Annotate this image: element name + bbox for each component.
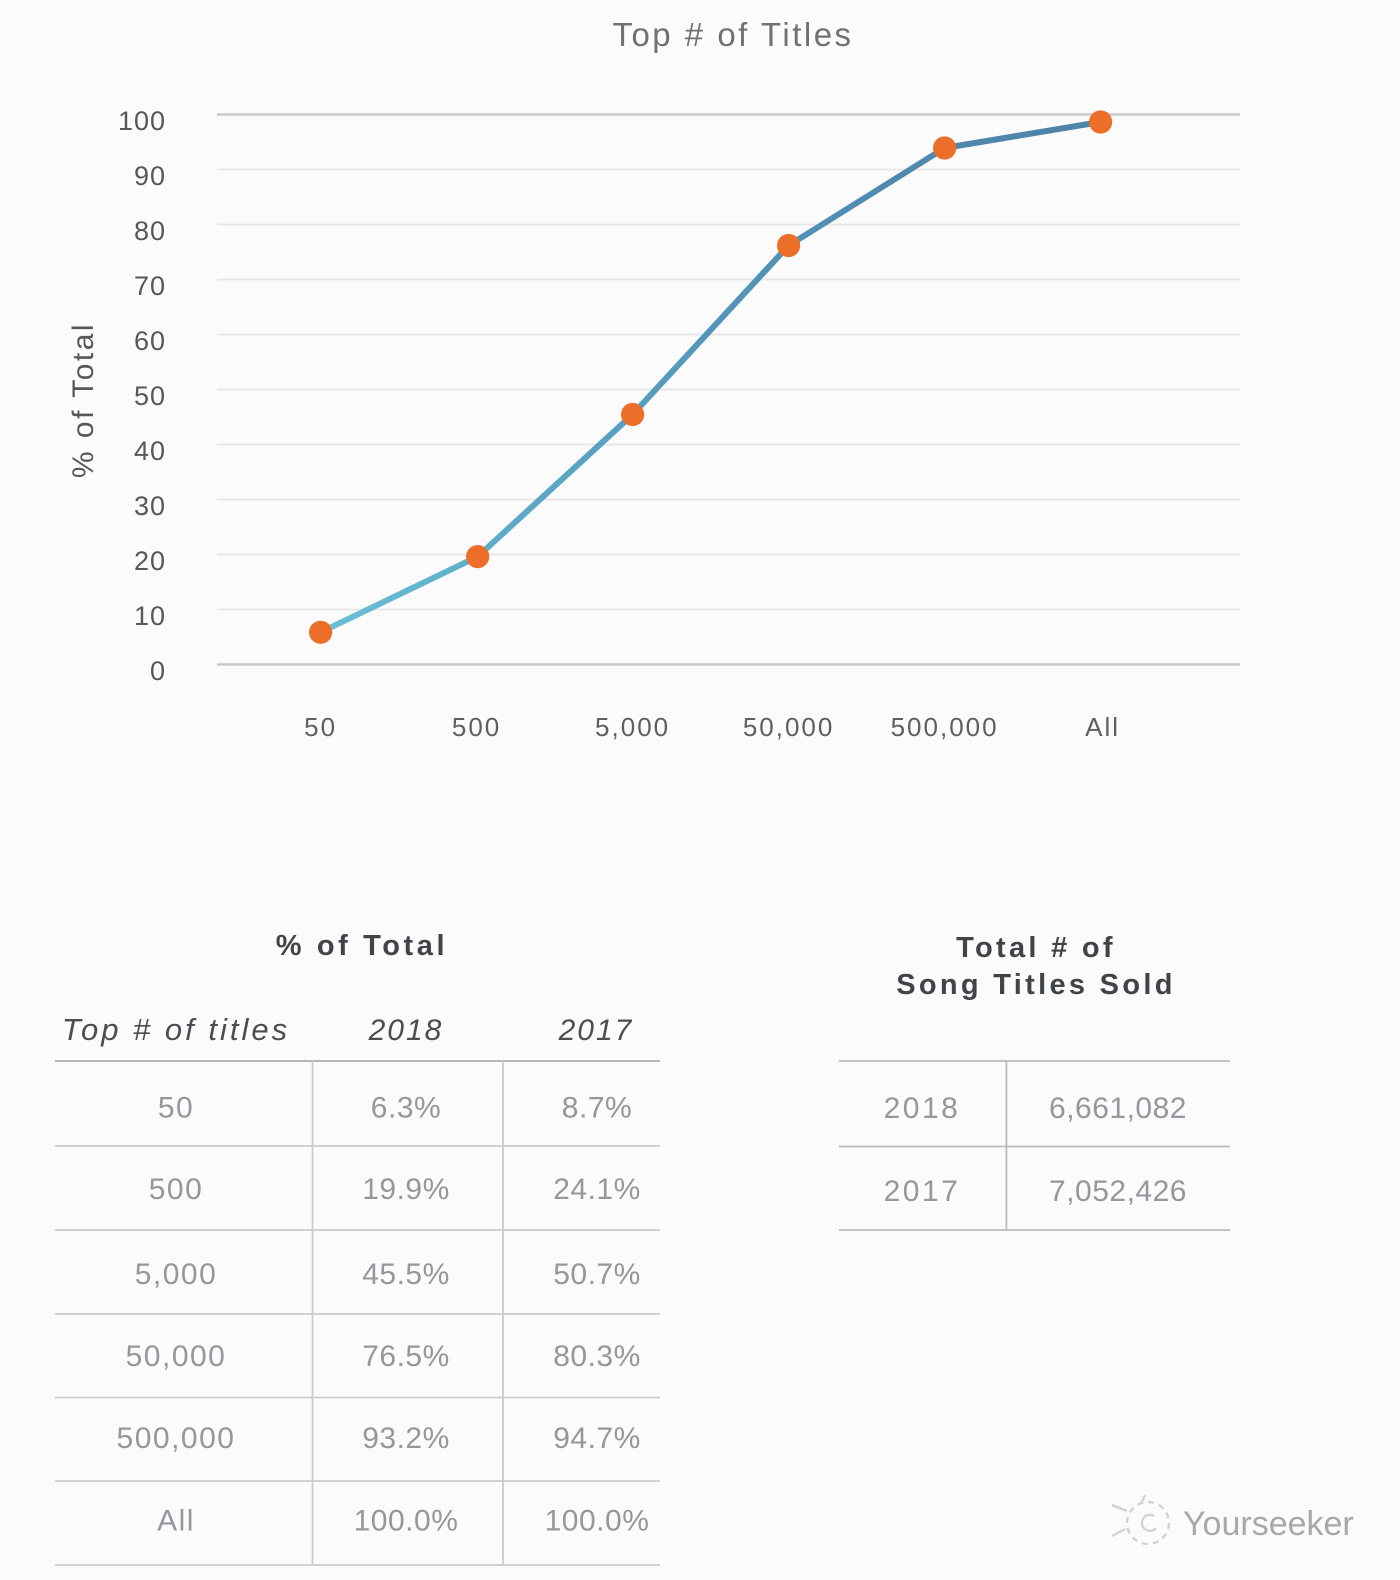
svg-text:80.3%: 80.3%	[553, 1340, 641, 1373]
svg-text:500: 500	[452, 712, 501, 742]
svg-text:500: 500	[149, 1173, 204, 1206]
svg-text:Top # of Titles: Top # of Titles	[612, 16, 853, 53]
svg-text:Top # of titles: Top # of titles	[62, 1012, 290, 1047]
svg-text:Song Titles Sold: Song Titles Sold	[896, 969, 1175, 1001]
svg-text:6.3%: 6.3%	[371, 1092, 441, 1125]
svg-text:60: 60	[134, 326, 166, 356]
svg-text:8.7%: 8.7%	[562, 1092, 632, 1125]
svg-text:20: 20	[134, 546, 166, 576]
svg-text:All: All	[157, 1505, 195, 1538]
svg-text:90: 90	[134, 161, 166, 191]
svg-text:100: 100	[118, 106, 166, 136]
svg-text:19.9%: 19.9%	[362, 1173, 450, 1206]
svg-text:70: 70	[134, 271, 166, 301]
svg-text:50,000: 50,000	[126, 1340, 227, 1373]
svg-text:80: 80	[134, 216, 166, 246]
svg-text:2017: 2017	[884, 1175, 961, 1208]
svg-text:100.0%: 100.0%	[354, 1505, 459, 1538]
svg-text:94.7%: 94.7%	[553, 1422, 641, 1455]
svg-text:100.0%: 100.0%	[545, 1505, 650, 1538]
svg-text:24.1%: 24.1%	[553, 1173, 641, 1206]
svg-text:% of Total: % of Total	[67, 322, 100, 478]
svg-text:45.5%: 45.5%	[362, 1258, 450, 1291]
svg-text:2017: 2017	[558, 1014, 634, 1047]
svg-text:50.7%: 50.7%	[553, 1258, 641, 1291]
svg-text:93.2%: 93.2%	[362, 1422, 450, 1455]
svg-text:76.5%: 76.5%	[362, 1340, 450, 1373]
svg-text:Yourseeker: Yourseeker	[1183, 1505, 1354, 1543]
svg-text:2018: 2018	[884, 1092, 961, 1125]
svg-text:30: 30	[134, 491, 166, 521]
svg-text:7,052,426: 7,052,426	[1049, 1175, 1187, 1208]
svg-text:500,000: 500,000	[117, 1422, 236, 1455]
svg-text:50: 50	[134, 381, 166, 411]
svg-text:10: 10	[134, 601, 166, 631]
svg-text:40: 40	[134, 436, 166, 466]
svg-text:% of Total: % of Total	[276, 930, 448, 962]
svg-text:5,000: 5,000	[135, 1258, 218, 1291]
svg-text:500,000: 500,000	[891, 712, 999, 742]
svg-text:5,000: 5,000	[595, 712, 670, 742]
svg-text:2018: 2018	[368, 1014, 444, 1047]
svg-text:50: 50	[304, 712, 337, 742]
svg-text:Total # of: Total # of	[956, 932, 1116, 964]
svg-text:6,661,082: 6,661,082	[1049, 1092, 1187, 1125]
svg-text:50: 50	[158, 1092, 194, 1125]
svg-text:0: 0	[150, 656, 166, 686]
svg-text:50,000: 50,000	[743, 712, 835, 742]
svg-text:All: All	[1085, 712, 1120, 742]
